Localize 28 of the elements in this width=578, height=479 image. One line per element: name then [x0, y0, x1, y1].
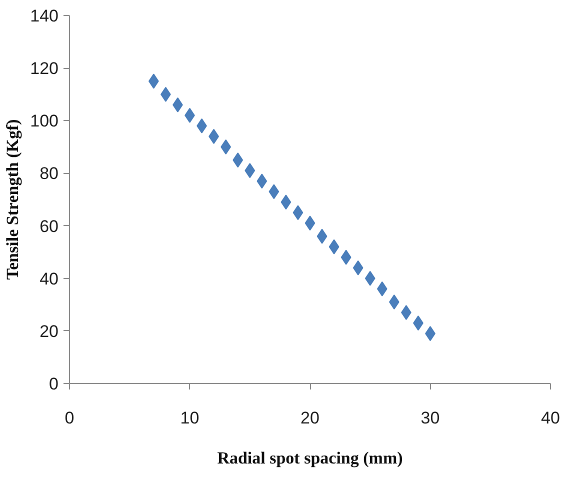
x-tick-label: 0 — [64, 408, 74, 428]
x-tick-label: 20 — [300, 408, 320, 428]
y-tick-label: 20 — [40, 322, 59, 341]
y-tick-label: 140 — [30, 6, 59, 26]
x-axis-title: Radial spot spacing (mm) — [217, 448, 403, 468]
point — [304, 216, 316, 231]
y-tick-label: 60 — [40, 216, 59, 236]
point — [376, 281, 388, 296]
point — [292, 205, 304, 220]
point — [268, 184, 280, 200]
y-tick-label: 120 — [30, 59, 59, 78]
point — [316, 228, 328, 244]
point — [232, 152, 244, 168]
x-tick-label: 10 — [180, 408, 200, 428]
y-tick-label: 0 — [49, 374, 59, 394]
y-tick-label: 40 — [40, 269, 59, 288]
y-tick-label: 100 — [30, 112, 59, 131]
point — [328, 239, 340, 254]
point — [364, 270, 376, 286]
point — [340, 250, 352, 265]
point — [256, 174, 268, 189]
point — [352, 260, 364, 276]
x-tick-label: 40 — [541, 408, 560, 428]
y-axis-title: Tensile Strength (Kgf) — [3, 119, 22, 280]
point — [244, 163, 256, 178]
point — [280, 194, 292, 210]
x-tick-label: 30 — [420, 408, 440, 428]
y-tick-label: 80 — [40, 164, 59, 184]
